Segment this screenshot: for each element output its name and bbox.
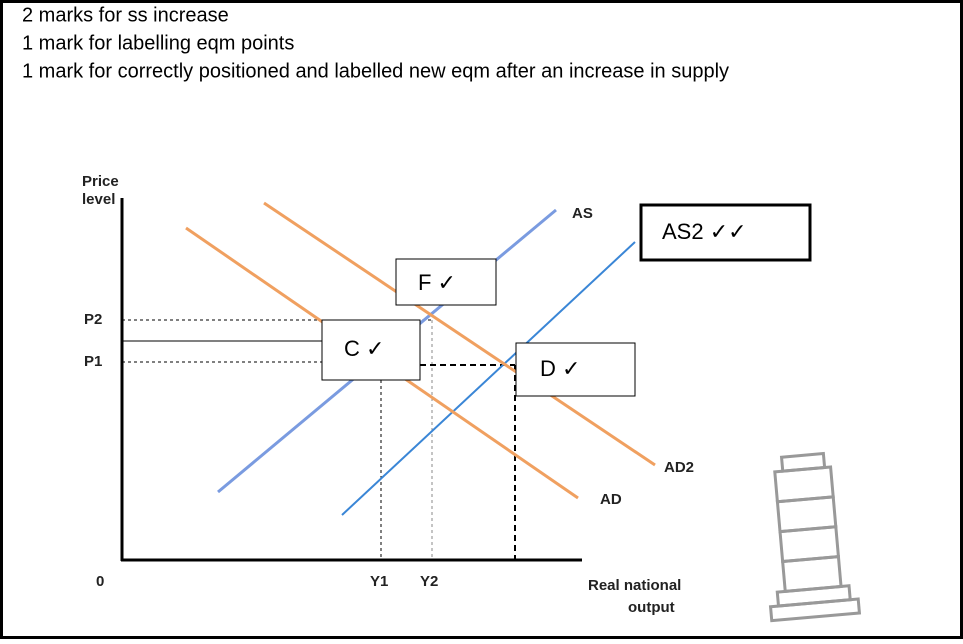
annotation-box — [515, 342, 636, 397]
annotation: F ✓ — [418, 270, 456, 295]
as2-curve — [341, 241, 636, 516]
ad2-curve — [263, 201, 656, 467]
header-line: 2 marks for ss increase — [22, 4, 229, 26]
x-axis-label: output — [628, 599, 675, 616]
x-axis-label: Real national — [588, 577, 681, 594]
curve-label: AS — [572, 205, 593, 222]
output-label: Y1 — [370, 573, 388, 590]
curve-label: AD — [600, 491, 622, 508]
annotation: D ✓ — [540, 356, 580, 381]
y-axis-label: level — [82, 191, 115, 208]
origin-label: 0 — [96, 573, 104, 590]
annotation-box — [639, 203, 812, 262]
y-axis-label: Price — [82, 173, 119, 190]
header-line: 1 mark for labelling eqm points — [22, 32, 294, 54]
header-line: 1 mark for correctly positioned and labe… — [22, 60, 729, 82]
annotation: AS2 ✓✓ — [662, 219, 747, 244]
price-label: P2 — [84, 311, 102, 328]
annotation-box — [321, 319, 421, 381]
annotation: C ✓ — [344, 336, 384, 361]
tower-icon — [768, 451, 862, 623]
price-label: P1 — [84, 353, 102, 370]
output-label: Y2 — [420, 573, 438, 590]
curve-label: AD2 — [664, 459, 694, 476]
annotation-box — [395, 258, 497, 306]
